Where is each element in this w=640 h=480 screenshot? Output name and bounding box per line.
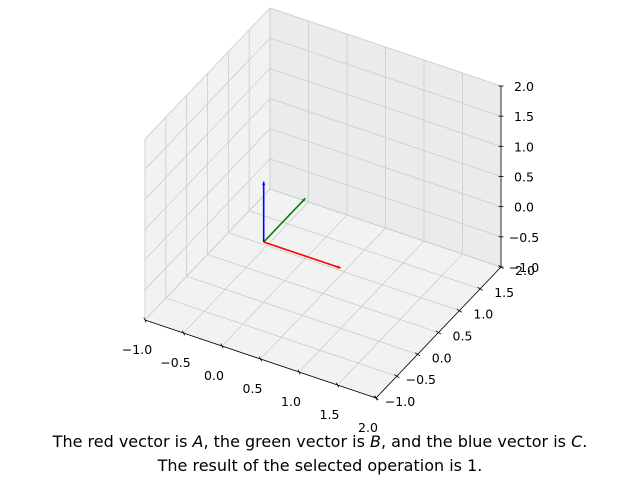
y-tick-label: −0.5	[406, 372, 436, 387]
z-tick-label: 0.0	[514, 200, 534, 215]
y-tick-label: −1.0	[385, 394, 415, 409]
x-tick	[220, 343, 224, 349]
grid-line-y-floor	[249, 210, 481, 290]
grid-line-y-floor	[269, 188, 502, 268]
z-tick-label: 1.0	[514, 139, 534, 154]
x-tick	[297, 369, 301, 375]
vector-c	[262, 181, 266, 242]
x-tick-label: 1.5	[320, 407, 340, 422]
tick-labels: −1.0−1.0−1.0−0.5−0.5−0.50.00.00.00.50.50…	[122, 79, 539, 435]
y-tick-label: 0.0	[432, 350, 452, 365]
x-tick-label: 0.0	[204, 368, 224, 383]
caption-line-1: The red vector is A, the green vector is…	[52, 432, 588, 451]
grid-line-z-back	[269, 7, 502, 87]
vector-a	[263, 241, 341, 269]
vector-a-shaft	[263, 241, 341, 269]
grid-line-z-left	[144, 37, 271, 170]
y-tick-label: 1.0	[473, 307, 493, 322]
vector-a-symbol: A	[192, 432, 204, 451]
axis-panes	[144, 7, 502, 399]
caption-line-2: The result of the selected operation is …	[157, 456, 483, 475]
y-tick-label: 2.0	[515, 263, 535, 278]
vector-arrows	[262, 181, 341, 269]
vector-c-head	[262, 181, 266, 186]
vector-c-symbol: C	[571, 432, 583, 451]
tick-marks	[143, 85, 504, 401]
x-tick	[335, 382, 340, 388]
x-tick	[258, 356, 263, 362]
y-tick	[477, 286, 483, 291]
grid-line-z-left	[144, 7, 271, 140]
vector-a-head	[336, 265, 341, 269]
x-tick-label: 2.0	[358, 420, 378, 435]
grid-lines	[144, 7, 502, 399]
grid-line-z-back	[269, 37, 502, 117]
x-tick-label: −1.0	[122, 342, 152, 357]
y-tick	[456, 308, 463, 313]
y-tick	[394, 374, 400, 379]
x-tick	[374, 395, 378, 401]
vector-b-head	[301, 198, 306, 202]
y-tick	[414, 352, 421, 357]
x-tick	[181, 330, 186, 336]
y-tick	[498, 265, 504, 269]
vector-b-shaft	[263, 197, 306, 243]
x-tick	[143, 317, 147, 323]
z-tick-label: −0.5	[509, 230, 539, 245]
y-tick	[435, 330, 442, 335]
x-tick-label: 1.0	[281, 394, 301, 409]
y-tick-label: 0.5	[453, 329, 473, 344]
vector-b-symbol: B	[370, 432, 381, 451]
x-tick-label: −0.5	[160, 355, 190, 370]
z-tick-label: 0.5	[514, 170, 534, 185]
vector-b	[263, 197, 306, 243]
z-tick-label: −1.0	[509, 260, 539, 275]
z-tick-label: 2.0	[514, 79, 534, 94]
y-tick-label: 1.5	[494, 285, 514, 300]
z-tick-label: 1.5	[514, 109, 534, 124]
x-tick-label: 0.5	[243, 381, 263, 396]
